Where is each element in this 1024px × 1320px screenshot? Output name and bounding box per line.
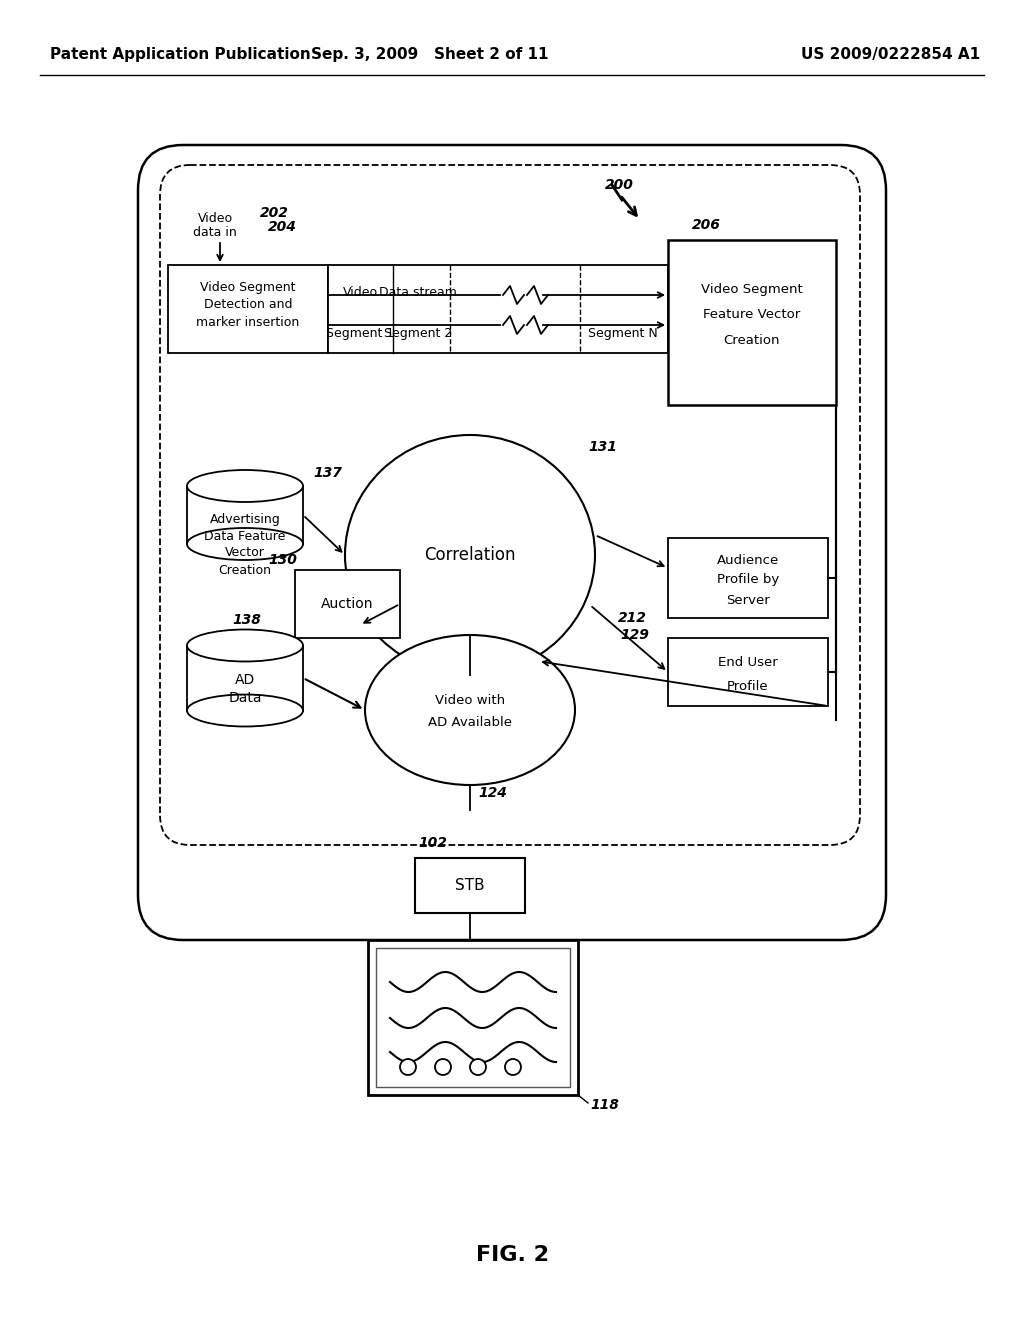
Text: Vector: Vector [225,546,265,560]
Text: AD: AD [234,673,255,686]
Circle shape [470,1059,486,1074]
Ellipse shape [187,630,303,661]
Text: Data stream: Data stream [379,286,457,300]
Text: Video with: Video with [435,693,505,706]
Text: Data: Data [228,690,262,705]
Bar [187,645,303,710]
Text: 200: 200 [605,178,634,191]
FancyBboxPatch shape [415,858,525,913]
Text: Detection and: Detection and [204,298,292,312]
FancyBboxPatch shape [168,265,328,352]
FancyBboxPatch shape [668,539,828,618]
Text: Video Segment: Video Segment [201,281,296,293]
Text: data in: data in [194,226,237,239]
Text: Server: Server [726,594,770,606]
FancyBboxPatch shape [328,265,668,352]
Ellipse shape [187,470,303,502]
Text: Feature Vector: Feature Vector [703,309,801,322]
Text: US 2009/0222854 A1: US 2009/0222854 A1 [801,48,980,62]
Text: Segment 2: Segment 2 [384,326,453,339]
Text: Segment N: Segment N [588,326,657,339]
Text: Sep. 3, 2009   Sheet 2 of 11: Sep. 3, 2009 Sheet 2 of 11 [311,48,549,62]
Text: Profile by: Profile by [717,573,779,586]
FancyBboxPatch shape [368,940,578,1096]
Text: 118: 118 [590,1098,618,1111]
Text: Creation: Creation [724,334,780,346]
Text: marker insertion: marker insertion [197,317,300,330]
Text: 212: 212 [618,611,647,624]
Text: Data Feature: Data Feature [205,531,286,544]
Text: Auction: Auction [322,597,374,611]
FancyBboxPatch shape [376,948,570,1086]
Text: 204: 204 [268,220,297,234]
Text: End User: End User [718,656,778,669]
Ellipse shape [365,635,575,785]
Text: 137: 137 [313,466,342,480]
Text: Audience: Audience [717,553,779,566]
Text: Advertising: Advertising [210,513,281,527]
Text: 138: 138 [232,612,261,627]
Text: 124: 124 [478,785,507,800]
Text: Video Segment: Video Segment [701,284,803,297]
Ellipse shape [187,694,303,726]
Text: Segment 1: Segment 1 [326,326,394,339]
Text: FIG. 2: FIG. 2 [475,1245,549,1265]
Text: 130: 130 [268,553,297,568]
FancyBboxPatch shape [668,240,836,405]
Text: Video: Video [342,286,378,300]
FancyBboxPatch shape [160,165,860,845]
Text: 202: 202 [260,206,289,220]
FancyBboxPatch shape [138,145,886,940]
Text: Video: Video [198,211,232,224]
FancyBboxPatch shape [295,570,400,638]
Text: Correlation: Correlation [424,546,516,564]
Circle shape [400,1059,416,1074]
FancyBboxPatch shape [668,638,828,706]
Text: 129: 129 [620,628,649,642]
Text: 206: 206 [692,218,721,232]
Text: AD Available: AD Available [428,715,512,729]
Text: 131: 131 [588,440,616,454]
Circle shape [505,1059,521,1074]
Bar [187,486,303,544]
Text: Patent Application Publication: Patent Application Publication [50,48,310,62]
Circle shape [435,1059,451,1074]
Ellipse shape [345,436,595,675]
Ellipse shape [187,528,303,560]
Text: STB: STB [456,878,484,894]
Text: Profile: Profile [727,680,769,693]
Text: Creation: Creation [218,564,271,577]
Text: 102: 102 [418,836,446,850]
